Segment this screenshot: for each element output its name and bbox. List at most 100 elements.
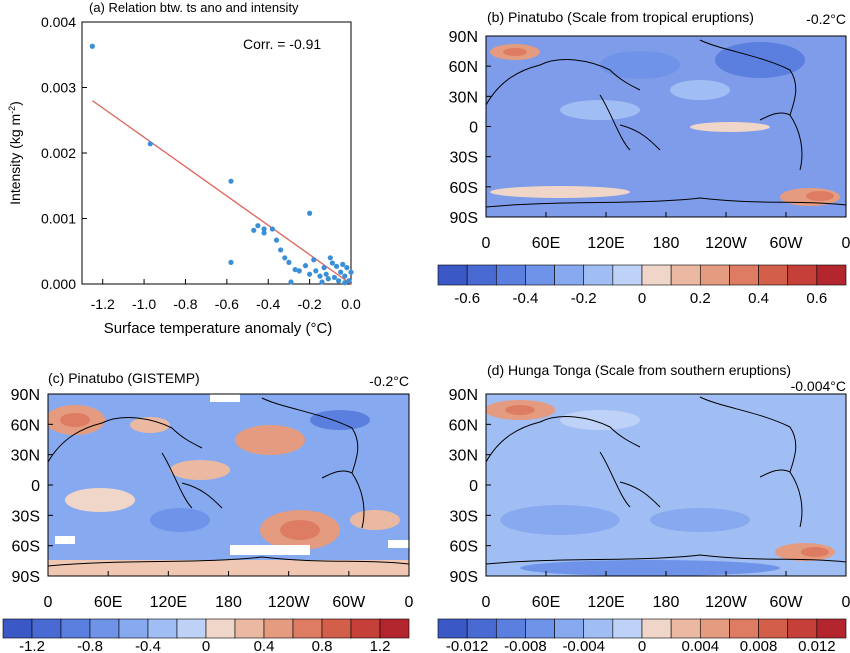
colorbar-swatch [321, 618, 352, 639]
panel-b-latitude-labels: 90N 60N 30N 0 30S 60S 90S [449, 29, 491, 227]
panel-d-anomaly-field [486, 394, 846, 576]
colorbar-swatch [612, 618, 643, 639]
longitude-label: 60W [332, 594, 366, 611]
panel-a-plot-frame [81, 21, 352, 285]
panel-c-latitude-labels: 90N 60N 30N 0 30S 60S 90S [11, 387, 53, 586]
colorbar-label: 0.6 [806, 290, 827, 307]
colorbar-label: 0 [202, 638, 210, 653]
colorbar-swatch [699, 264, 730, 286]
longitude-label: 180 [653, 594, 680, 611]
scatter-point [317, 273, 323, 279]
y-tick-label: 0.004 [41, 14, 76, 30]
panel-a-title: (a) Relation btw. ts ano and intensity [89, 0, 299, 15]
latitude-label: 90N [449, 387, 478, 404]
y-tick-label: 0.003 [41, 80, 76, 96]
anomaly-blob [806, 191, 834, 201]
latitude-label: 60S [12, 539, 40, 556]
panel-d-colorbar: -0.012 -0.008 -0.004 0 0.004 0.008 0.012 [437, 618, 847, 653]
panel-d-title: (d) Hunga Tonga (Scale from southern eru… [487, 362, 791, 378]
correlation-label: Corr. = -0.91 [243, 36, 321, 52]
coastlines [486, 396, 846, 565]
x-tick-label: -0.8 [173, 296, 197, 312]
colorbar-swatch [554, 264, 585, 286]
latitude-label: 30S [450, 508, 478, 525]
colorbar-label: 0.4 [254, 638, 275, 653]
y-tick-label: 0.000 [41, 276, 76, 292]
x-tick-label: -1.0 [132, 296, 156, 312]
longitude-label: 0 [842, 235, 850, 252]
x-tick-label: -1.2 [91, 296, 115, 312]
scatter-point [311, 257, 317, 263]
longitude-label: 0 [482, 235, 491, 252]
scatter-point [302, 263, 309, 269]
anomaly-blob [130, 417, 170, 433]
latitude-label: 0 [31, 478, 40, 495]
scatter-point [331, 274, 338, 281]
colorbar-label: 0 [638, 638, 646, 653]
scatter-point [278, 247, 284, 253]
scatter-point [251, 227, 257, 233]
colorbar-swatch [787, 618, 818, 639]
longitude-label: 0 [405, 594, 414, 611]
anomaly-blob [500, 505, 620, 535]
colorbar-label: -0.008 [504, 638, 547, 653]
panel-d-map: (d) Hunga Tonga (Scale from southern eru… [437, 362, 850, 653]
scatter-point [325, 276, 331, 282]
colorbar-swatch [729, 618, 759, 639]
longitude-label: 60E [532, 235, 560, 252]
panel-c-longitude-labels: 0 60E 120E 180 120W 60W 0 [44, 571, 414, 611]
panel-b-anomaly-field [486, 36, 846, 217]
longitude-label: 0 [44, 594, 53, 611]
colorbar-swatch [699, 618, 730, 639]
latitude-label: 0 [469, 478, 478, 495]
scatter-point [346, 278, 352, 284]
panel-b-colorbar: -0.6 -0.4 -0.2 0 0.2 0.4 0.6 [437, 264, 847, 307]
latitude-label: 30S [12, 508, 40, 525]
longitude-label: 120W [705, 235, 748, 252]
colorbar-swatch [758, 618, 789, 639]
x-tick-label: -0.4 [256, 296, 280, 312]
colorbar-swatch [816, 618, 847, 639]
scatter-point [338, 269, 344, 275]
colorbar-swatch [60, 618, 91, 639]
colorbar-swatch [670, 264, 701, 286]
colorbar-swatch [554, 618, 585, 639]
anomaly-blob [801, 547, 829, 557]
panel-a-scatter: (a) Relation btw. ts ano and intensity C… [7, 0, 361, 337]
anomaly-band [48, 560, 409, 576]
panel-b-global-mean: -0.2°C [806, 11, 846, 27]
latitude-label: 30N [449, 448, 478, 465]
scatter-point [261, 226, 267, 232]
panel-d-global-mean: -0.004°C [791, 378, 846, 394]
colorbar-swatch [263, 618, 294, 639]
scatter-point [255, 223, 261, 229]
scatter-point [323, 271, 329, 277]
coastlines [48, 397, 409, 567]
colorbar-swatch [31, 618, 62, 639]
anomaly-blob [280, 520, 320, 540]
longitude-label: 180 [653, 235, 680, 252]
colorbar-label: 0.008 [740, 638, 778, 653]
colorbar-swatch [495, 264, 526, 286]
colorbar-label: -0.4 [512, 290, 538, 307]
scatter-point [327, 255, 333, 261]
scatter-point [342, 280, 348, 286]
scatter-point [348, 269, 354, 275]
scatter-point [321, 265, 327, 271]
anomaly-blob [350, 510, 400, 530]
anomaly-blob [650, 508, 750, 532]
colorbar-swatch [525, 618, 555, 639]
panel-a-y-label: Intensity (kg m-2) [7, 101, 23, 205]
scatter-point [307, 271, 313, 277]
anomaly-blob [170, 460, 230, 480]
longitude-label: 120W [268, 594, 311, 611]
latitude-label: 60N [449, 59, 478, 76]
latitude-label: 60S [450, 180, 478, 197]
panel-c-title: (c) Pinatubo (GISTEMP) [48, 370, 200, 386]
colorbar-swatch [670, 618, 701, 639]
scatter-point [228, 178, 234, 184]
scatter-point [319, 279, 325, 285]
latitude-label: 90N [11, 387, 40, 404]
panel-d-latitude-labels: 90N 60N 30N 0 30S 60S 90S [449, 387, 491, 586]
y-tick-label: 0.002 [41, 145, 76, 161]
